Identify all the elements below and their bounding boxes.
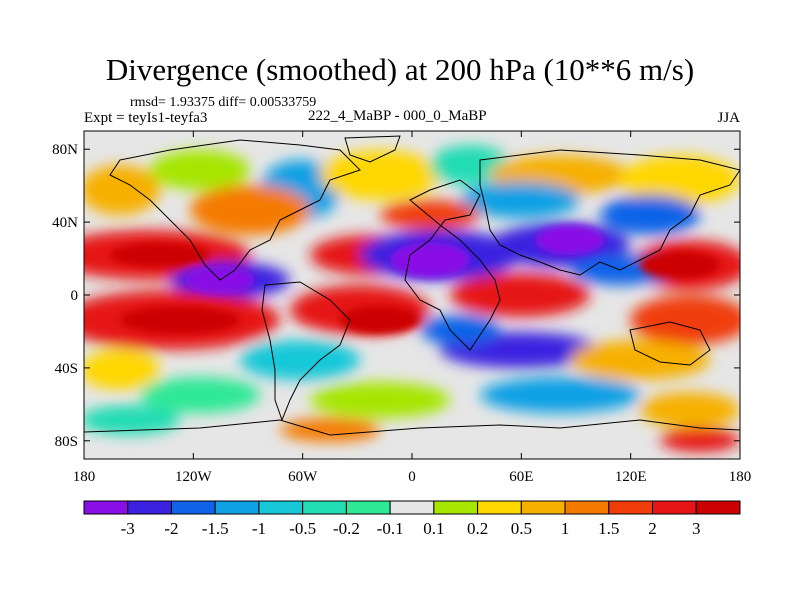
coastlines xyxy=(84,135,740,436)
experiment-label: Expt = teyIs1-teyfa3 xyxy=(84,110,208,126)
coastline-greenland xyxy=(344,135,401,163)
x-tick-label: 180 xyxy=(73,469,96,485)
colorbar-label: -3 xyxy=(121,519,135,538)
colorbar-swatch xyxy=(127,500,172,515)
x-tick-label: 60W xyxy=(288,469,318,485)
colorbar-swatch xyxy=(389,500,435,515)
colorbar-label: -1 xyxy=(252,519,266,538)
colorbar-label: 2 xyxy=(648,519,657,538)
colorbar-label: -2 xyxy=(164,519,178,538)
colorbar-swatch xyxy=(345,500,391,515)
case-label: 222_4_MaBP - 000_0_MaBP xyxy=(308,108,487,124)
colorbar-swatch xyxy=(258,500,304,515)
x-tick-label: 60E xyxy=(509,469,533,485)
colorbar-swatch xyxy=(83,500,129,515)
stats-text: rmsd= 1.93375 diff= 0.00533759 xyxy=(130,95,317,110)
y-tick-label: 0 xyxy=(71,288,79,304)
coastline-europe-africa xyxy=(404,179,501,351)
colorbar-swatch xyxy=(170,500,216,515)
x-tick-label: 180 xyxy=(729,469,752,485)
colorbar-swatch xyxy=(433,500,479,515)
colorbar-label: 0.1 xyxy=(423,519,444,538)
x-tick-label: 0 xyxy=(408,469,416,485)
colorbar xyxy=(83,500,741,515)
colorbar-label: 1 xyxy=(561,519,570,538)
colorbar-label: -0.5 xyxy=(289,519,316,538)
divergence-field xyxy=(84,131,740,459)
colorbar-label: 3 xyxy=(692,519,701,538)
x-tick-label: 120E xyxy=(615,469,647,485)
colorbar-label: -0.2 xyxy=(333,519,360,538)
season-label: JJA xyxy=(717,110,740,126)
y-tick-label: 40N xyxy=(52,215,78,231)
colorbar-swatch xyxy=(520,500,566,515)
colorbar-label: -1.5 xyxy=(202,519,229,538)
colorbar-swatch xyxy=(214,500,260,515)
colorbar-swatch xyxy=(302,500,347,515)
colorbar-labels: -3 -2 -1.5 -1 -0.5 -0.2 -0.1 0.1 0.2 0.5 1 1.5 2 3 xyxy=(121,519,701,538)
colorbar-swatch xyxy=(564,500,610,515)
colorbar-label: 0.2 xyxy=(467,519,488,538)
colorbar-swatch xyxy=(477,500,522,515)
coastline-south-america xyxy=(261,281,351,422)
colorbar-label: 1.5 xyxy=(598,519,619,538)
chart-title: Divergence (smoothed) at 200 hPa (10**6 … xyxy=(105,52,695,87)
y-axis: 80N 40N 0 40S 80S xyxy=(52,142,740,450)
y-tick-label: 80S xyxy=(55,434,78,450)
colorbar-swatch xyxy=(652,500,697,515)
colorbar-label: 0.5 xyxy=(511,519,532,538)
coastline-asia xyxy=(479,149,740,276)
colorbar-swatch xyxy=(608,500,654,515)
x-axis: 180 120W 60W 0 60E 120E 180 xyxy=(73,131,752,485)
colorbar-label: -0.1 xyxy=(377,519,404,538)
coastline-australia xyxy=(629,321,711,366)
coastline-antarctica xyxy=(84,419,740,436)
coastline-north-america xyxy=(109,139,361,281)
y-tick-label: 40S xyxy=(55,361,78,377)
colorbar-swatch xyxy=(695,500,741,515)
y-tick-label: 80N xyxy=(52,142,78,158)
x-tick-label: 120W xyxy=(175,469,213,485)
